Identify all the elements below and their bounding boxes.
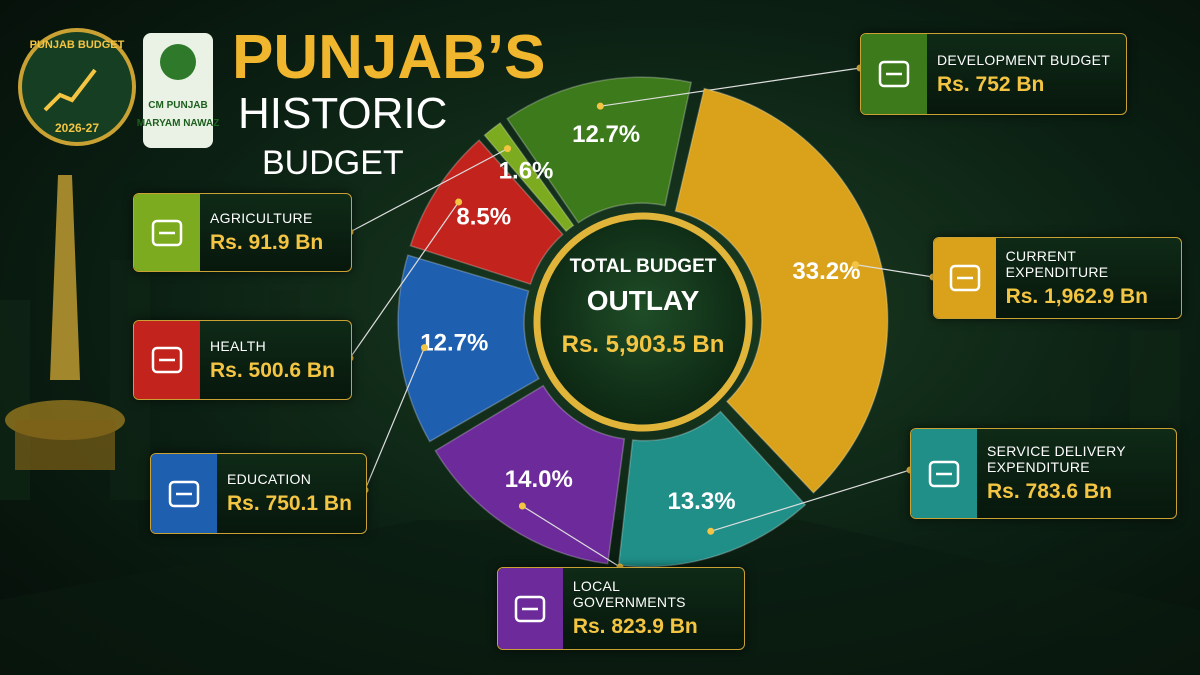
leader-dot (851, 261, 859, 269)
slice-label: 1.6% (499, 158, 554, 185)
icon (168, 480, 200, 507)
callout-box: HEALTH Rs. 500.6 Bn (133, 320, 352, 400)
leader-dot (596, 102, 604, 110)
callout-icon (151, 454, 217, 533)
pie-slice (434, 384, 626, 565)
leader-line (600, 67, 861, 107)
pie-slice (617, 410, 807, 568)
category-name: DEVELOPMENT BUDGET (937, 51, 1111, 68)
leader-line (710, 469, 911, 532)
category-name: AGRICULTURE (210, 210, 313, 226)
center-ring (533, 212, 753, 432)
category-amount: Rs. 750.1 Bn (227, 492, 352, 515)
leader-line (349, 201, 460, 359)
icon-shape (928, 460, 960, 487)
category-name: EDUCATION (227, 471, 312, 487)
category-amount: Rs. 500.6 Bn (210, 358, 335, 382)
callout-icon (134, 194, 200, 271)
category-amount: Rs. 1,962.9 Bn (1005, 284, 1148, 308)
category-name: SERVICE DELIVERY EXPENDITURE (987, 443, 1126, 475)
category-amount: Rs. 752 Bn (937, 72, 1045, 96)
icon-shape (151, 346, 183, 374)
leader-dot (504, 145, 512, 153)
icon (949, 264, 981, 292)
category-amount: Rs. 823.9 Bn (572, 615, 698, 638)
leader-line (855, 264, 934, 278)
category-amount: Rs. 783.6 Bn (987, 480, 1112, 503)
slice-label: 33.2% (792, 258, 860, 285)
icon-shape (949, 264, 981, 292)
callout-box: CURRENT EXPENDITURE Rs. 1,962.9 Bn (933, 237, 1182, 319)
minar-monument (5, 175, 125, 470)
callout-box: EDUCATION Rs. 750.1 Bn (150, 453, 367, 534)
leader-line (522, 505, 621, 568)
title-line: HISTORIC (238, 89, 447, 138)
badge-line: CM PUNJAB (148, 100, 207, 111)
icon-shape (878, 60, 910, 88)
callout-icon (861, 34, 927, 114)
icon-shape (515, 595, 546, 622)
cm-portrait (160, 44, 196, 80)
center-value: Rs. 5,903.5 Bn (562, 331, 725, 358)
logo-badge (18, 28, 136, 146)
logo-year: 2026-27 (55, 121, 99, 135)
callout-box: LOCAL GOVERNMENTS Rs. 823.9 Bn (497, 567, 745, 650)
callout-icon (934, 238, 996, 318)
icon (928, 460, 960, 487)
category-name: HEALTH (210, 337, 266, 354)
leader-dot (420, 344, 428, 352)
callout-text: LOCAL GOVERNMENTS Rs. 823.9 Bn (563, 568, 744, 649)
logo-arrow (43, 68, 97, 112)
pie: 12.7% 33.2% 13.3% 14.0% 12.7% 8.5% 1.6% TOTAL B… (346, 64, 937, 571)
slice-label: 12.7% (572, 121, 640, 148)
icon-shape (151, 219, 183, 246)
center-label: TOTAL BUDGET (570, 256, 717, 277)
icon-shape (168, 480, 200, 507)
callout-text: HEALTH Rs. 500.6 Bn (200, 321, 345, 399)
callout-icon (498, 568, 563, 649)
leader-dot (518, 502, 526, 510)
callout-icon (911, 429, 977, 518)
pie-slice (506, 76, 693, 224)
callout-text: AGRICULTURE Rs. 91.9 Bn (200, 194, 333, 271)
callout-text: DEVELOPMENT BUDGET Rs. 752 Bn (927, 34, 1120, 114)
icon (878, 60, 910, 88)
slice-label: 8.5% (456, 204, 511, 231)
icon (151, 346, 183, 374)
callout-text: EDUCATION Rs. 750.1 Bn (217, 454, 362, 533)
pie-slice (397, 254, 540, 443)
category-name: LOCAL GOVERNMENTS (572, 578, 686, 610)
callout-text: SERVICE DELIVERY EXPENDITURE Rs. 783.6 Bn (977, 429, 1147, 518)
leader-dot (707, 527, 715, 535)
pie-slice (674, 87, 889, 494)
leader-line (349, 148, 508, 233)
callout-box: AGRICULTURE Rs. 91.9 Bn (133, 193, 352, 272)
callout-box: SERVICE DELIVERY EXPENDITURE Rs. 783.6 Bn (910, 428, 1177, 519)
icon (515, 595, 546, 622)
center-label: OUTLAY (587, 285, 700, 316)
slice-label: 12.7% (420, 329, 488, 356)
callout-icon (134, 321, 200, 399)
category-amount: Rs. 91.9 Bn (210, 231, 324, 254)
logo-text: PUNJAB BUDGET (30, 39, 125, 51)
leader-line (364, 347, 426, 491)
callout-text: CURRENT EXPENDITURE Rs. 1,962.9 Bn (996, 238, 1181, 318)
slice-label: 14.0% (505, 466, 573, 493)
title-line: BUDGET (262, 144, 404, 182)
icon (151, 219, 183, 246)
title: PUNJAB’S (232, 23, 546, 92)
leader-dot (455, 198, 463, 206)
slice-label: 13.3% (667, 488, 735, 515)
pie-slice (409, 139, 564, 286)
callout-box: DEVELOPMENT BUDGET Rs. 752 Bn (860, 33, 1127, 115)
category-name: CURRENT EXPENDITURE (1005, 247, 1109, 280)
badge-name: MARYAM NAWAZ (137, 118, 220, 129)
